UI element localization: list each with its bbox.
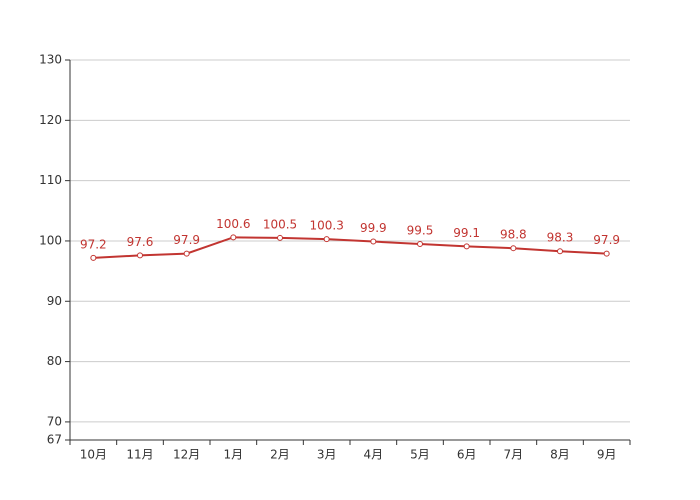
x-tick-label: 7月 [504,448,524,462]
data-point [230,234,237,241]
data-point [90,254,97,261]
data-label: 97.6 [127,235,154,249]
x-tick-label: 2月 [270,448,290,462]
x-tick-label: 12月 [173,448,200,462]
y-tick-label: 100 [39,233,62,247]
x-tick-label: 6月 [457,448,477,462]
y-tick-label: 130 [39,53,62,67]
x-tick-label: 10月 [80,448,107,462]
data-label: 97.9 [173,233,200,247]
data-label: 98.3 [547,231,574,245]
data-label: 99.9 [360,221,387,235]
x-tick-label: 11月 [126,448,153,462]
data-label: 100.5 [263,217,297,231]
y-tick-label: 67 [47,433,62,447]
data-point [277,234,283,241]
data-point [323,236,330,243]
data-point [370,238,377,245]
x-tick-label: 1月 [224,448,244,462]
y-tick-label: 70 [47,414,62,428]
y-tick-label: 80 [47,354,62,368]
x-tick-label: 9月 [597,448,617,462]
y-tick-label: 120 [39,113,62,127]
data-label: 100.6 [216,217,250,231]
x-tick-label: 4月 [364,448,384,462]
data-point [603,250,610,257]
data-label: 99.1 [453,226,480,240]
data-label: 97.9 [593,233,620,247]
y-tick-label: 110 [39,173,62,187]
x-tick-label: 5月 [410,448,430,462]
data-label: 97.2 [80,237,107,251]
data-point [510,245,517,252]
data-label: 100.3 [309,219,343,233]
x-tick-label: 3月 [317,448,337,462]
data-point [417,240,423,247]
x-tick-label: 8月 [550,448,570,462]
data-label: 99.5 [407,223,434,237]
series-line [93,236,607,259]
data-point [137,252,143,259]
data-point [183,250,190,257]
data-label: 98.8 [500,228,527,242]
data-point [557,248,563,255]
data-point [463,243,470,250]
y-tick-label: 90 [47,294,62,308]
